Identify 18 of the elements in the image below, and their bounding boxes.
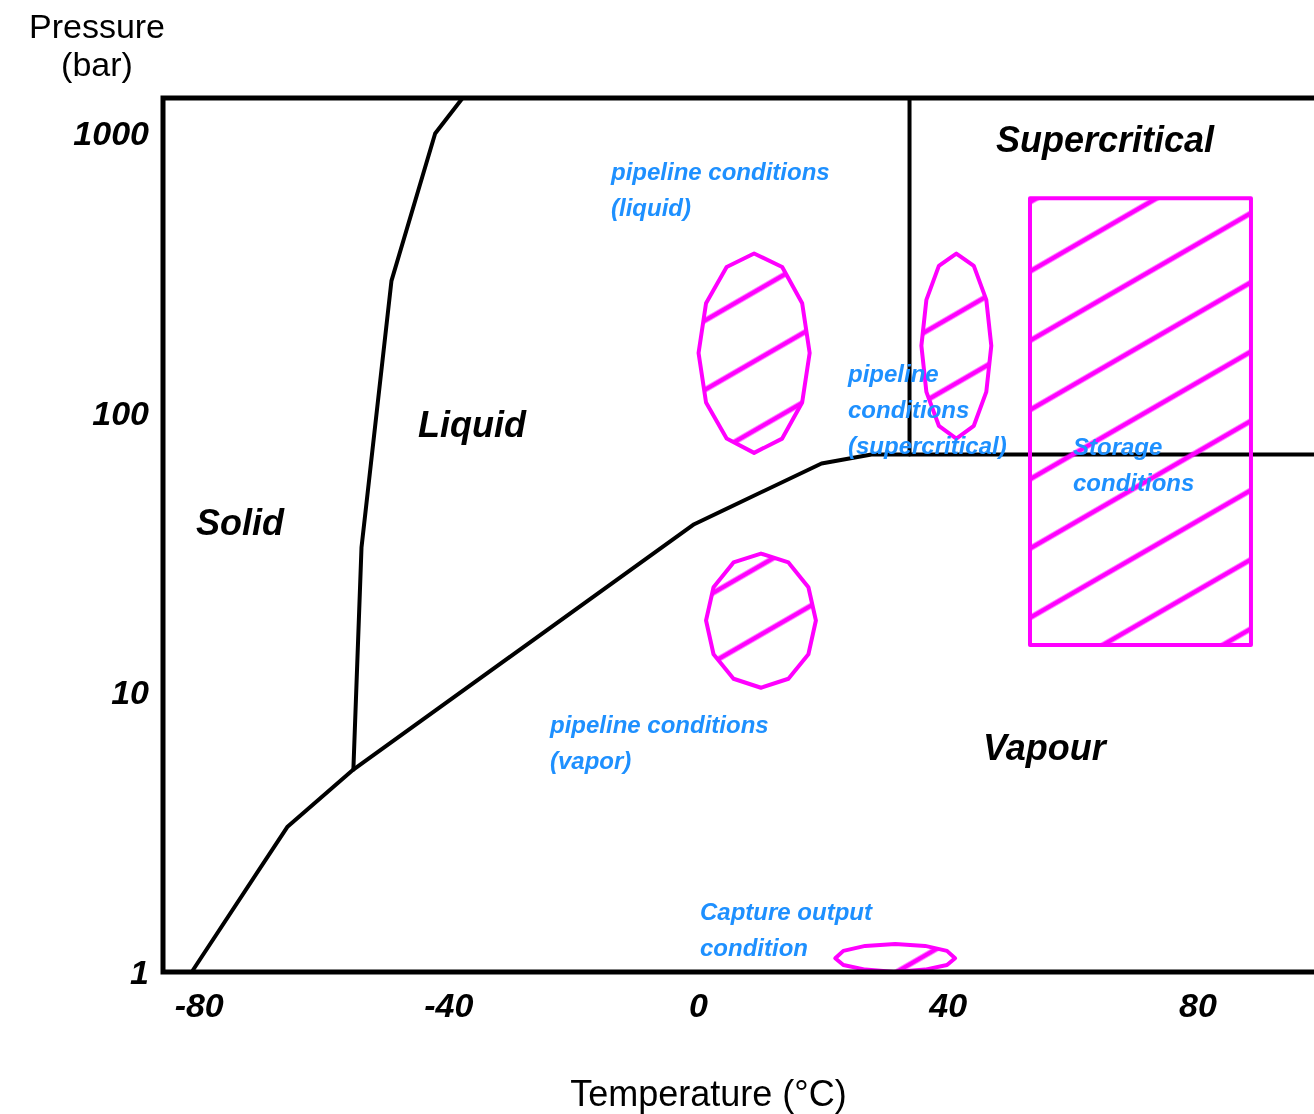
y-tick-label: 1 <box>130 952 149 991</box>
x-tick-label: 80 <box>1178 986 1217 1024</box>
y-axis-title: Pressure (bar) <box>28 7 166 83</box>
annotation: Liquid <box>418 404 527 445</box>
x-tick-label: 40 <box>928 986 968 1024</box>
y-tick-label: 1000 <box>73 114 150 153</box>
y-tick-label: 100 <box>92 393 150 432</box>
x-axis-title: Temperature (°C) <box>570 1073 847 1114</box>
annotation: pipeline conditions (vapor) <box>549 711 769 774</box>
annotation: Solid <box>196 502 286 543</box>
annotation: Capture output condition <box>700 898 873 961</box>
x-tick-label: 0 <box>689 986 709 1024</box>
annotation: Vapour <box>983 727 1108 768</box>
y-tick-label: 10 <box>111 673 150 712</box>
annotation: Supercritical <box>996 119 1216 160</box>
x-tick-label: -80 <box>174 986 224 1024</box>
x-tick-label: -40 <box>424 986 474 1024</box>
annotation: pipeline conditions (liquid) <box>610 158 830 221</box>
